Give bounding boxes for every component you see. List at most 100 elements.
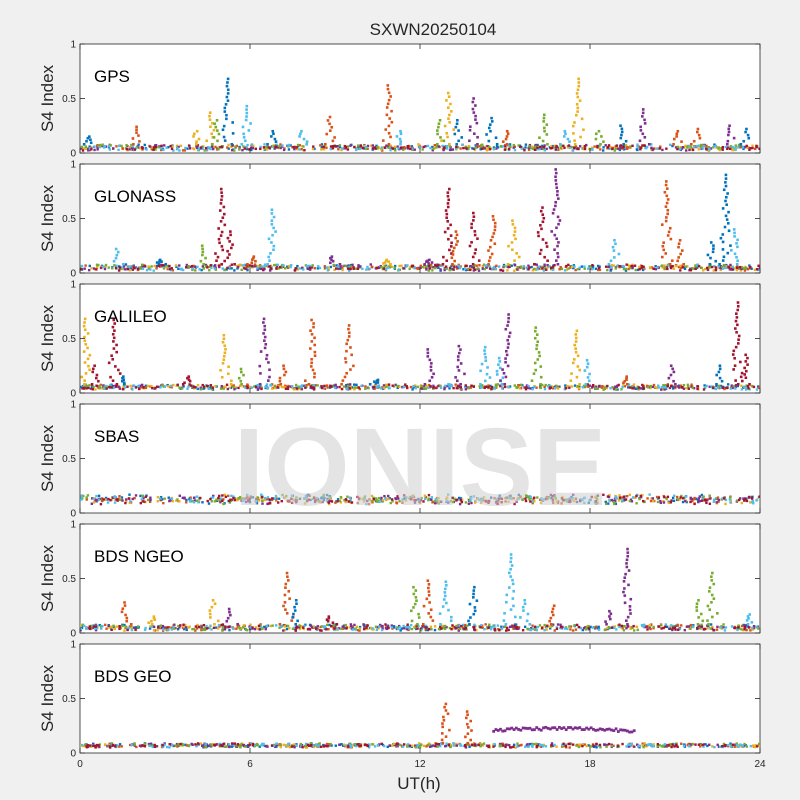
scatter-point <box>711 625 714 629</box>
spike-point <box>368 382 372 386</box>
scatter-point <box>292 498 295 501</box>
scatter-point <box>558 268 561 271</box>
scatter-point <box>635 625 639 629</box>
scatter-point <box>201 146 204 150</box>
scatter-point <box>551 266 554 269</box>
scatter-point <box>459 387 462 390</box>
spike-point <box>313 343 316 347</box>
scatter-point <box>296 143 300 147</box>
spike-point <box>386 87 390 91</box>
spike-point <box>711 250 715 254</box>
scatter-point <box>618 148 622 152</box>
scatter-point <box>515 386 518 389</box>
scatter-point <box>591 267 594 271</box>
spike-point <box>346 338 350 342</box>
spike-point <box>399 129 402 133</box>
spike-point <box>326 619 330 623</box>
scatter-point <box>582 147 585 151</box>
spike-point <box>676 129 680 133</box>
scatter-point <box>526 627 529 631</box>
scatter-point <box>537 265 541 268</box>
scatter-point <box>118 498 122 501</box>
spike-point <box>739 360 742 364</box>
scatter-point <box>697 148 701 151</box>
scatter-point <box>606 626 609 630</box>
scatter-point <box>437 627 441 631</box>
spike-point <box>543 129 546 133</box>
scatter-point <box>750 496 754 499</box>
spike-point <box>536 358 540 361</box>
spike-point <box>626 547 629 551</box>
spike-point <box>229 230 232 233</box>
scatter-point <box>682 497 685 500</box>
scatter-point <box>381 499 385 502</box>
spike-point <box>208 609 212 612</box>
spike-point <box>278 622 282 626</box>
scatter-point <box>559 625 563 629</box>
scatter-point <box>320 386 324 390</box>
spike-point <box>541 220 545 224</box>
scatter-point <box>724 502 727 506</box>
spike-point <box>526 612 530 616</box>
spike-point <box>430 261 434 264</box>
spike-point <box>548 619 551 623</box>
scatter-point <box>323 265 327 268</box>
scatter-point <box>602 493 605 497</box>
scatter-point <box>295 146 298 149</box>
spike-point <box>696 127 700 131</box>
scatter-point <box>734 148 737 151</box>
scatter-point <box>529 628 532 632</box>
scatter-point <box>293 145 297 149</box>
spike-point <box>493 221 497 225</box>
scatter-point <box>123 623 126 627</box>
scatter-point <box>703 498 707 501</box>
spike-point <box>427 262 430 265</box>
spike-point <box>545 123 549 126</box>
scatter-point <box>341 625 344 628</box>
scatter-point <box>282 264 285 267</box>
scatter-point <box>259 145 262 149</box>
scatter-point <box>670 265 673 268</box>
scatter-point <box>251 626 254 629</box>
scatter-point <box>331 146 335 150</box>
spike-point <box>664 183 668 187</box>
scatter-point <box>533 625 537 628</box>
scatter-point <box>464 385 467 389</box>
scatter-point <box>457 496 461 500</box>
spike-point <box>468 128 472 132</box>
scatter-point <box>360 145 363 149</box>
scatter-point <box>130 627 133 630</box>
scatter-point <box>230 263 234 266</box>
spike-point <box>115 382 119 386</box>
scatter-point <box>218 499 221 502</box>
scatter-point <box>470 496 473 500</box>
spike-point <box>258 364 262 368</box>
spike-point <box>437 125 440 129</box>
scatter-point <box>596 144 599 148</box>
scatter-point <box>456 386 459 390</box>
scatter-point <box>671 387 675 390</box>
spike-point <box>446 191 450 194</box>
scatter-point <box>311 386 314 389</box>
scatter-point <box>731 148 734 152</box>
scatter-point <box>242 145 245 148</box>
scatter-point <box>403 146 406 149</box>
spike-point <box>718 262 721 266</box>
scatter-point <box>248 500 252 504</box>
spike-point <box>551 607 555 611</box>
scatter-point <box>304 497 308 500</box>
scatter-point <box>680 494 683 498</box>
scatter-point <box>435 501 439 504</box>
scatter-point <box>746 384 750 388</box>
spike-point <box>734 327 737 330</box>
scatter-point <box>142 497 145 500</box>
scatter-point <box>464 627 468 630</box>
scatter-point <box>736 628 739 632</box>
scatter-point <box>448 148 452 152</box>
scatter-point <box>298 624 301 627</box>
scatter-point <box>167 496 170 499</box>
scatter-point <box>155 264 159 268</box>
scatter-point <box>549 493 553 497</box>
scatter-point <box>499 268 503 272</box>
scatter-point <box>628 386 632 389</box>
